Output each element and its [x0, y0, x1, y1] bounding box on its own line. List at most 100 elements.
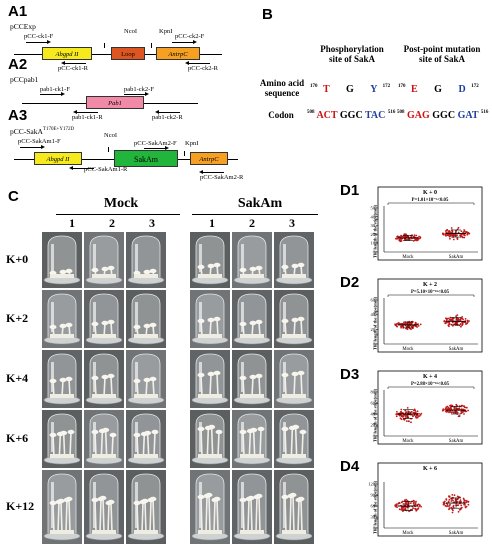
d-data-point [449, 233, 452, 236]
d-ytick-label: 120 [368, 482, 376, 487]
c-jar-photo [126, 290, 166, 348]
d-data-point [407, 420, 410, 423]
b-phos-codon: 508 ACT GGC TAC 516 [307, 110, 395, 121]
c-group-sakam: SakAm [237, 196, 283, 211]
d-data-point [405, 498, 407, 501]
d-data-point [457, 510, 460, 513]
d-data-point [463, 229, 465, 231]
d-ytick-label: 0 [373, 342, 376, 347]
d-ytick-label: 90 [371, 493, 376, 498]
d-data-point [461, 236, 464, 239]
d-data-point [405, 411, 408, 414]
d-data-point [445, 410, 447, 413]
d-data-point [449, 406, 452, 409]
a3-gene-trpc: AntrpC [190, 152, 228, 165]
d-data-point [404, 409, 407, 412]
d-plot-label: D3 [340, 366, 360, 383]
d-data-point [460, 230, 463, 233]
b-header-mut-l1: Post-point mutation [403, 44, 481, 54]
d-scatter-plot: 0 30 60 90 120 K + 6 Mock SakAm [368, 462, 483, 537]
d-data-point [442, 501, 445, 504]
d-data-point [467, 503, 470, 506]
c-jar-photo [274, 350, 314, 408]
d-data-point [418, 415, 421, 417]
a2-primer-ck2f: pab1-ck2-F [124, 86, 154, 93]
c-rep-label: 3 [289, 216, 295, 230]
d-data-point [398, 508, 401, 511]
d-data-point [448, 411, 450, 414]
d-xcat-label: SakAm [449, 531, 464, 536]
d-data-point [401, 235, 404, 238]
d-data-point [448, 498, 451, 501]
d-data-point [449, 237, 451, 240]
a1-arrow-ck2r [185, 61, 210, 65]
d-data-point [398, 238, 401, 241]
b-row-aa-l2: sequence [264, 88, 300, 98]
d-data-point [449, 404, 451, 407]
c-jar-photo [274, 410, 314, 468]
d-data-point [412, 415, 414, 417]
b-phos-aa-end: 172 [382, 84, 391, 89]
a1-site-nco: NcoI [124, 28, 137, 35]
d-data-point [441, 232, 444, 235]
c-group-mock: Mock [103, 196, 139, 211]
d-data-point [443, 502, 446, 505]
d-data-point [415, 509, 418, 512]
c-jar-photo [190, 410, 230, 468]
d-pvalue: P=1.01×10⁻⁵<0.05 [412, 197, 449, 203]
d-data-point [456, 321, 459, 324]
d-data-point [442, 408, 445, 411]
b-row-codon: Codon [268, 110, 294, 120]
b-phos-aa: 170 T G Y 172 [310, 84, 390, 95]
a3-site-kpn: KpnI [185, 140, 199, 147]
d-pvalue: P=2.88×10⁻¹⁶<0.05 [411, 381, 450, 387]
d-ytick-label: 60 [371, 401, 376, 406]
d-xcat-label: SakAm [449, 347, 464, 352]
d-data-point [459, 323, 462, 325]
b-header-phos: Phosphorylation site of SakA [302, 44, 402, 64]
c-row-label: K+6 [6, 431, 29, 445]
d-data-point [452, 411, 454, 413]
d-data-point [400, 418, 403, 421]
d-scatter-plot: 0 10 20 30 40 50 K + 0P=1.01×10⁻⁵<0.05 Mock SakA… [371, 186, 483, 261]
d-data-point [460, 411, 463, 414]
d-plot-label: D4 [340, 458, 360, 475]
d-data-point [447, 408, 449, 410]
c-jar-photo [126, 232, 166, 288]
a3-primer-am1f: pCC-SakAm1-F [18, 138, 61, 145]
b-phos-codon-c: TAC [365, 110, 386, 121]
a1-arrow-ck1f [26, 40, 51, 44]
d-data-point [398, 502, 401, 504]
a3-gene-sakam: SakAm [114, 150, 178, 167]
d-ytick-label: 0 [373, 434, 376, 439]
a2-arrow-ck2f [124, 92, 149, 96]
b-mut-aa-c: D [458, 84, 466, 95]
d-data-point [405, 236, 408, 238]
b-mut-aa-end: 172 [471, 84, 479, 89]
d-data-point [450, 227, 453, 229]
c-jar-photo [190, 232, 230, 288]
d-ytick-label: 50 [371, 206, 376, 211]
d-data-point [394, 324, 397, 327]
d-data-point [450, 411, 453, 414]
c-jar-photo [126, 470, 166, 544]
d-plot-title: K + 0 [423, 190, 437, 196]
d-data-point [461, 317, 463, 320]
d-plot-label: D1 [340, 182, 360, 199]
d-data-point [395, 505, 397, 508]
d-data-point [460, 408, 463, 410]
d-xcat-label: Mock [402, 531, 414, 536]
b-mut-aa-b: G [434, 84, 442, 95]
b-header-mut-l2: site of SakA [418, 54, 465, 64]
d-plot-frame [377, 278, 483, 353]
d-data-point [450, 500, 453, 502]
b-mut-aa-start: 170 [398, 84, 406, 89]
d-ytick-label: 40 [371, 214, 376, 219]
d-data-point [464, 506, 467, 508]
c-jar-photo [42, 290, 82, 348]
d-data-point [408, 238, 411, 241]
b-phos-aa-a: T [323, 84, 330, 95]
d-data-point [448, 231, 451, 233]
a3-title: pCC-SakAT170E+Y172D [10, 127, 74, 136]
d-data-point [419, 236, 422, 238]
